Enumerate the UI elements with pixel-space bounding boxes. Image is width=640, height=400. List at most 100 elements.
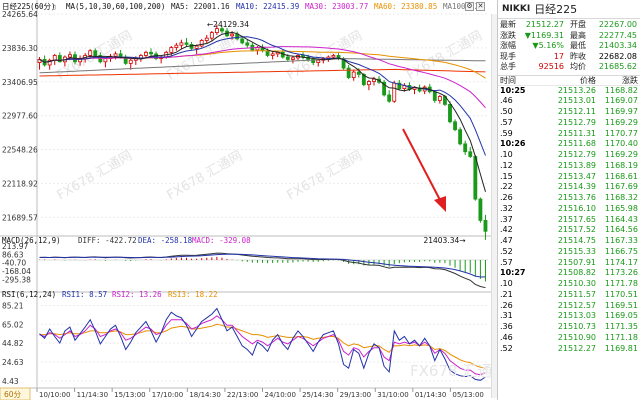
candle-body <box>265 50 270 56</box>
close-icon[interactable]: ✕ <box>476 2 485 11</box>
tick-time: .36 <box>500 322 513 331</box>
quote-value: ▼1169.31 <box>524 30 564 40</box>
candle-body <box>331 55 336 58</box>
quote-label: 总手 <box>500 62 516 71</box>
tick-change: 1169.51 <box>604 300 638 310</box>
chart-area[interactable]: 24265.64 23836.30 23406.95 22977.60 22548.26… <box>0 0 497 400</box>
rsi-y-tick: 65.02 <box>2 320 24 329</box>
x-tick-label: 15/13:00 <box>114 391 145 399</box>
tick-change: 1169.29 <box>604 150 638 159</box>
tick-price: 21514.75 <box>557 236 596 245</box>
tick-row[interactable]: .47 21514.75 1167.33 <box>498 236 640 247</box>
macd-legend-item: MACD(26,12,9) <box>2 236 61 245</box>
tick-row[interactable]: .57 21512.79 1169.29 <box>498 118 640 129</box>
vertical-scrollbar[interactable] <box>491 14 497 398</box>
low-marker: 21403.34→ <box>423 236 465 245</box>
candle-body <box>463 143 468 153</box>
quote-label: 均价 <box>570 62 586 71</box>
tick-time: .52 <box>500 343 513 353</box>
tick-row[interactable]: .50 21512.11 1169.97 <box>498 107 640 118</box>
tick-change: 1168.61 <box>604 171 638 181</box>
candle-body <box>93 50 98 56</box>
tick-row[interactable]: 10:27 21508.82 1173.26 <box>498 268 640 279</box>
ticks-table[interactable]: 10:25 21513.26 1168.82.46 21513.01 1169.07.5… <box>498 86 640 355</box>
quote-value: 21403.34 <box>598 41 637 50</box>
tick-price: 21511.68 <box>557 139 596 149</box>
tick-price: 21511.57 <box>557 289 596 299</box>
tick-price: 21513.03 <box>557 311 596 321</box>
candle-body <box>382 81 387 96</box>
y-tick-label: 22118.92 <box>2 179 38 188</box>
tick-change: 1173.26 <box>604 268 638 278</box>
candle-body <box>57 55 62 63</box>
tick-price: 21513.47 <box>557 171 596 181</box>
macd-legend-item: MACD: -329.08 <box>192 236 251 245</box>
tick-change: 1168.19 <box>604 160 638 170</box>
candle-body <box>194 45 199 49</box>
tick-row[interactable]: .10 21512.79 1169.29 <box>498 150 640 161</box>
tick-row[interactable]: .52 21515.33 1166.75 <box>498 247 640 258</box>
tick-time: .10 <box>500 279 513 288</box>
tick-row[interactable]: .31 21513.03 1169.05 <box>498 311 640 322</box>
tick-row[interactable]: .37 21517.65 1164.43 <box>498 215 640 226</box>
tick-price: 21511.31 <box>557 128 596 138</box>
candle-body <box>204 37 209 41</box>
x-tick-label: 11/14:30 <box>77 391 108 399</box>
quote-value: 22277.45 <box>598 30 637 40</box>
candle-body <box>88 50 93 56</box>
quote-label: 现手 <box>500 51 516 61</box>
candle-body <box>174 44 179 48</box>
tick-row[interactable]: .32 21516.10 1165.98 <box>498 204 640 215</box>
tick-row[interactable]: .59 21511.31 1170.77 <box>498 129 640 140</box>
tick-time: .22 <box>500 182 513 192</box>
tick-row[interactable]: .22 21514.39 1167.69 <box>498 182 640 193</box>
main-legend-item: MA30: 23003.77 <box>305 2 368 11</box>
header-time: 时间 <box>500 75 516 85</box>
tick-price: 21512.79 <box>557 150 596 159</box>
candle-body <box>346 67 351 78</box>
period-badge-box <box>0 387 31 400</box>
tick-change: 1170.77 <box>604 128 638 138</box>
tick-time: .26 <box>500 193 513 202</box>
quote-value: ▼5.16% <box>532 41 564 50</box>
tick-row[interactable]: .36 21510.73 1171.35 <box>498 322 640 333</box>
tick-row[interactable]: .52 21512.27 1169.81 <box>498 344 640 355</box>
ma5-line <box>39 31 486 192</box>
tick-row[interactable]: 10:26 21511.68 1170.40 <box>498 139 640 150</box>
rsi-legend-item: RSI1: 8.57 <box>62 290 107 299</box>
tick-change: 1167.33 <box>604 236 638 245</box>
tick-row[interactable]: .26 21512.57 1169.51 <box>498 301 640 312</box>
kline-chart[interactable]: 24265.64 23836.30 23406.95 22977.60 22548.26… <box>0 0 497 400</box>
candle-body <box>220 28 224 32</box>
candle-body <box>473 156 478 200</box>
tick-row[interactable]: .12 21513.89 1168.19 <box>498 161 640 172</box>
header-price: 价格 <box>580 75 596 85</box>
tick-row[interactable]: .46 21510.90 1171.18 <box>498 333 640 344</box>
tick-row[interactable]: .42 21517.52 1164.56 <box>498 225 640 236</box>
tick-row[interactable]: 10:25 21513.26 1168.82 <box>498 86 640 97</box>
settings-icon[interactable]: ⚙ <box>465 2 474 11</box>
tick-row[interactable]: .46 21513.01 1169.07 <box>498 96 640 107</box>
tick-row[interactable]: .21 21511.57 1170.51 <box>498 290 640 301</box>
rsi1-line <box>39 307 486 381</box>
main-legend-item: MA(5,10,30,60,100,200) <box>66 2 165 11</box>
tick-price: 21516.10 <box>557 203 596 213</box>
tick-row[interactable]: .57 21507.91 1174.17 <box>498 258 640 269</box>
candle-body <box>448 104 452 123</box>
rsi-legend-item: RSI3: 18.22 <box>168 290 218 299</box>
candle-body <box>240 38 245 44</box>
candle-body <box>209 32 214 39</box>
tick-row[interactable]: .26 21513.76 1168.32 <box>498 193 640 204</box>
y-tick-label: 21689.57 <box>2 213 38 222</box>
high-marker: ←24129.34 <box>207 20 249 29</box>
candle-body <box>189 44 194 49</box>
quote-label: 开盘 <box>570 20 586 29</box>
tick-price: 21512.57 <box>557 300 596 310</box>
tick-time: .21 <box>500 289 513 299</box>
quote-value: 17 <box>553 51 564 61</box>
tick-time: 10:26 <box>500 139 526 149</box>
quote-panel-title: NIKKI 日经225 <box>498 0 640 19</box>
tick-row[interactable]: .10 21510.30 1171.78 <box>498 279 640 290</box>
tick-time: .47 <box>500 236 513 245</box>
tick-row[interactable]: .15 21513.47 1168.61 <box>498 172 640 183</box>
